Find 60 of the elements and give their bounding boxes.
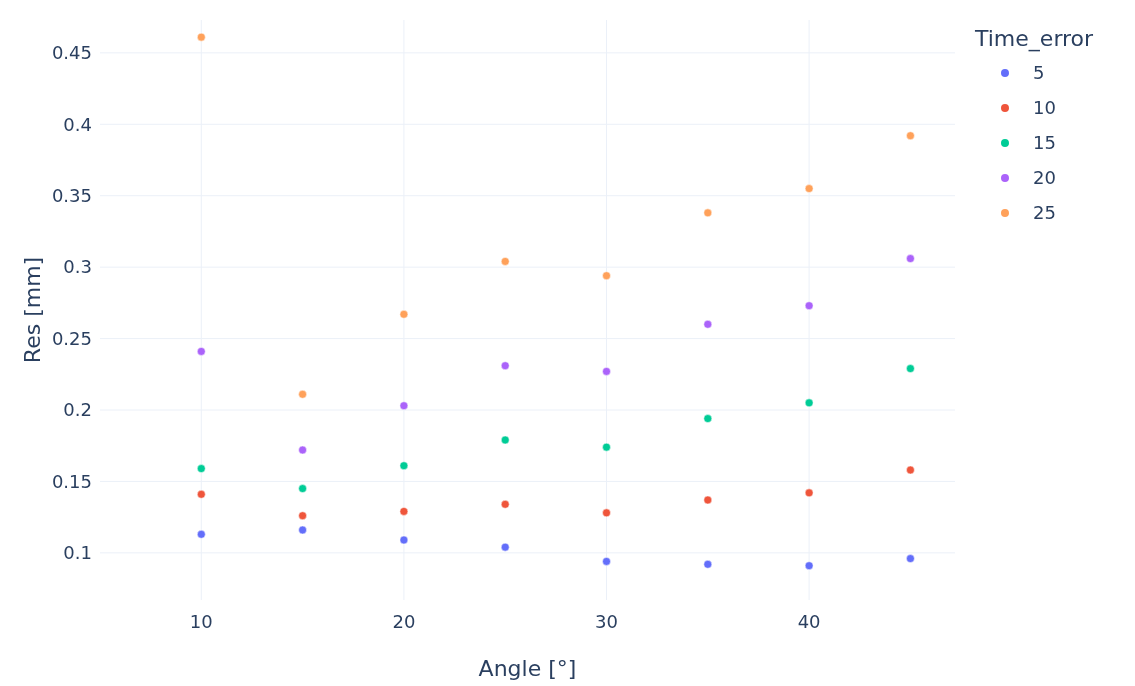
point [602,557,611,566]
y-axis-title: Res [mm] [20,256,45,364]
point [602,508,611,518]
point [197,490,206,499]
point [197,464,206,473]
x-tick-label: 30 [595,611,618,632]
legend-label: 20 [1033,167,1056,189]
point [197,347,206,356]
point [298,511,307,520]
point [804,561,814,570]
point [703,495,713,505]
point [399,535,409,545]
point [703,320,713,329]
point [298,390,307,399]
point [399,507,409,516]
y-tick-label: 0.3 [63,256,92,278]
legend-label: 10 [1033,97,1056,119]
point [500,542,510,552]
x-tick-label: 20 [392,611,416,632]
point [703,414,713,423]
y-tick-label: 0.25 [51,327,92,349]
point [906,254,915,263]
y-tick-label: 0.35 [51,185,92,207]
legend-title: Time_error [974,25,1095,52]
point [804,488,814,498]
x-tick-label: 10 [189,611,213,632]
y-tick-label: 0.2 [63,399,92,421]
point [298,525,307,535]
point [602,442,611,452]
point [298,484,307,493]
point [703,208,713,218]
point [500,257,510,266]
point [602,271,611,280]
legend-label: 15 [1033,132,1056,154]
point [399,310,409,319]
y-tick-label: 0.1 [63,542,92,564]
point [804,301,814,310]
x-tick-label: 40 [797,611,821,632]
point [602,367,611,376]
y-tick-label: 0.4 [63,113,92,135]
x-axis-title: Angle [°] [478,656,577,681]
point [804,398,814,408]
point [197,32,206,42]
y-tick-label: 0.15 [51,470,92,492]
point [500,500,510,509]
point [906,131,915,140]
point [906,465,915,475]
y-tick-label: 0.45 [51,42,92,64]
point [298,445,307,455]
point [500,361,510,370]
point [906,554,915,563]
point [500,435,510,445]
point [906,364,915,373]
point [399,401,409,410]
point [703,560,713,569]
point [197,530,206,539]
point [399,461,409,470]
point [804,184,814,193]
legend-label: 5 [1033,62,1045,84]
legend-label: 25 [1033,202,1056,224]
